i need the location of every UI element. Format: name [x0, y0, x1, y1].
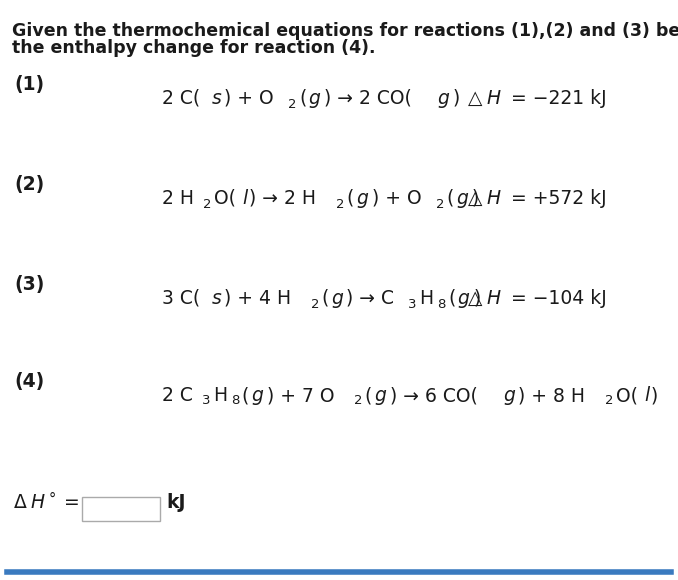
Text: =: = — [58, 493, 80, 512]
Text: 2: 2 — [336, 198, 344, 211]
Text: H: H — [487, 189, 500, 208]
Text: (: ( — [347, 189, 354, 208]
Text: (2): (2) — [14, 175, 44, 194]
Text: (4): (4) — [14, 372, 44, 391]
Text: 2 C: 2 C — [162, 386, 193, 405]
Text: 3: 3 — [408, 298, 417, 310]
Text: 2: 2 — [288, 97, 296, 111]
Text: ): ) — [473, 289, 481, 308]
Text: g: g — [437, 89, 449, 108]
Text: 8: 8 — [231, 394, 239, 408]
Text: s: s — [212, 89, 221, 108]
Text: 2 C(: 2 C( — [162, 89, 200, 108]
Text: H: H — [419, 289, 433, 308]
Text: H: H — [487, 89, 500, 108]
Text: g: g — [374, 386, 386, 405]
Text: ) + 7 O: ) + 7 O — [266, 386, 334, 405]
Text: △: △ — [468, 89, 482, 108]
Text: O(: O( — [214, 189, 236, 208]
Text: 2: 2 — [436, 198, 444, 211]
Text: ): ) — [471, 189, 479, 208]
Text: °: ° — [49, 492, 56, 507]
Text: = −104 kJ: = −104 kJ — [505, 289, 607, 308]
Text: s: s — [212, 289, 221, 308]
Text: 2 H: 2 H — [162, 189, 194, 208]
Text: △: △ — [468, 189, 482, 208]
Text: ) → 2 CO(: ) → 2 CO( — [324, 89, 412, 108]
Text: g: g — [456, 189, 468, 208]
Text: ) → 2 H: ) → 2 H — [250, 189, 317, 208]
Text: g: g — [458, 289, 470, 308]
Text: 8: 8 — [437, 298, 446, 310]
Bar — [82, 497, 160, 521]
Text: ) + O: ) + O — [224, 89, 273, 108]
Text: g: g — [308, 89, 320, 108]
Text: 2: 2 — [311, 298, 319, 310]
Text: g: g — [503, 386, 515, 405]
Text: ) → 6 CO(: ) → 6 CO( — [390, 386, 477, 405]
Text: H: H — [31, 493, 45, 512]
Text: 2: 2 — [203, 198, 212, 211]
Text: (: ( — [321, 289, 329, 308]
Text: H: H — [213, 386, 227, 405]
Text: = +572 kJ: = +572 kJ — [505, 189, 606, 208]
Text: = −221 kJ: = −221 kJ — [505, 89, 606, 108]
Text: kJ: kJ — [166, 493, 186, 512]
Text: H: H — [487, 289, 500, 308]
Text: (: ( — [447, 189, 454, 208]
Text: ) + 8 H: ) + 8 H — [518, 386, 585, 405]
Text: ) → C: ) → C — [346, 289, 395, 308]
Text: (: ( — [365, 386, 372, 405]
Text: ) + 4 H: ) + 4 H — [224, 289, 291, 308]
Text: (: ( — [448, 289, 456, 308]
Text: ) + O: ) + O — [372, 189, 421, 208]
Text: g: g — [252, 386, 263, 405]
Text: ): ) — [651, 386, 658, 405]
Text: 2: 2 — [605, 394, 613, 408]
Text: (: ( — [299, 89, 306, 108]
Text: Given the thermochemical equations for reactions (1),(2) and (3) below, calculat: Given the thermochemical equations for r… — [12, 22, 678, 40]
Text: O(: O( — [616, 386, 638, 405]
Text: Δ: Δ — [14, 493, 27, 512]
Text: △: △ — [468, 289, 482, 308]
Text: (3): (3) — [14, 275, 44, 294]
Text: g: g — [331, 289, 343, 308]
Text: 3: 3 — [202, 394, 210, 408]
Text: 2: 2 — [354, 394, 362, 408]
Text: (1): (1) — [14, 75, 44, 94]
Text: ): ) — [452, 89, 460, 108]
Text: 3 C(: 3 C( — [162, 289, 200, 308]
Text: l: l — [243, 189, 248, 208]
Text: l: l — [644, 386, 650, 405]
Text: g: g — [357, 189, 368, 208]
Text: the enthalpy change for reaction (4).: the enthalpy change for reaction (4). — [12, 39, 376, 57]
Text: (: ( — [242, 386, 250, 405]
